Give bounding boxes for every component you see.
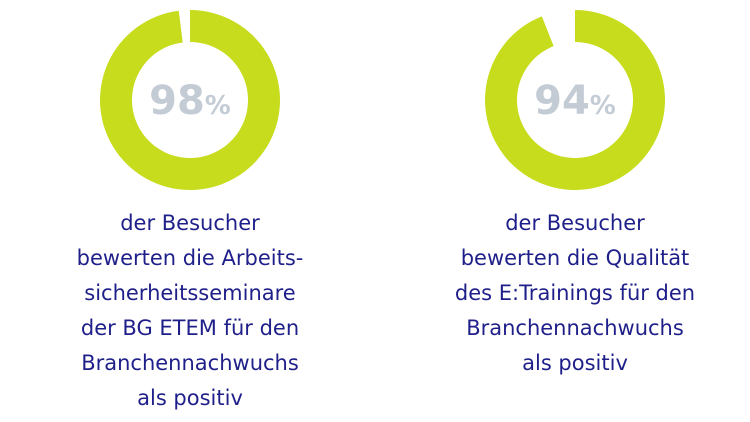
value-label: 98% xyxy=(149,78,231,124)
description-line: des E:Trainings für den xyxy=(455,281,695,305)
value-label: 94% xyxy=(534,78,616,124)
description-line: Branchennachwuchs xyxy=(81,351,299,375)
description-line: bewerten die Arbeits- xyxy=(77,246,304,270)
description-line: als positiv xyxy=(137,386,243,410)
description-line: der Besucher xyxy=(120,211,260,235)
description-line: der BG ETEM für den xyxy=(81,316,299,340)
donut-arc xyxy=(100,10,281,190)
description-line: als positiv xyxy=(522,351,628,375)
donut-arc xyxy=(485,10,665,191)
description-line: der Besucher xyxy=(505,211,645,235)
description-line: sicherheitsseminare xyxy=(84,281,295,305)
description-line: bewerten die Qualität xyxy=(461,246,690,270)
description-line: Branchennachwuchs xyxy=(466,316,684,340)
